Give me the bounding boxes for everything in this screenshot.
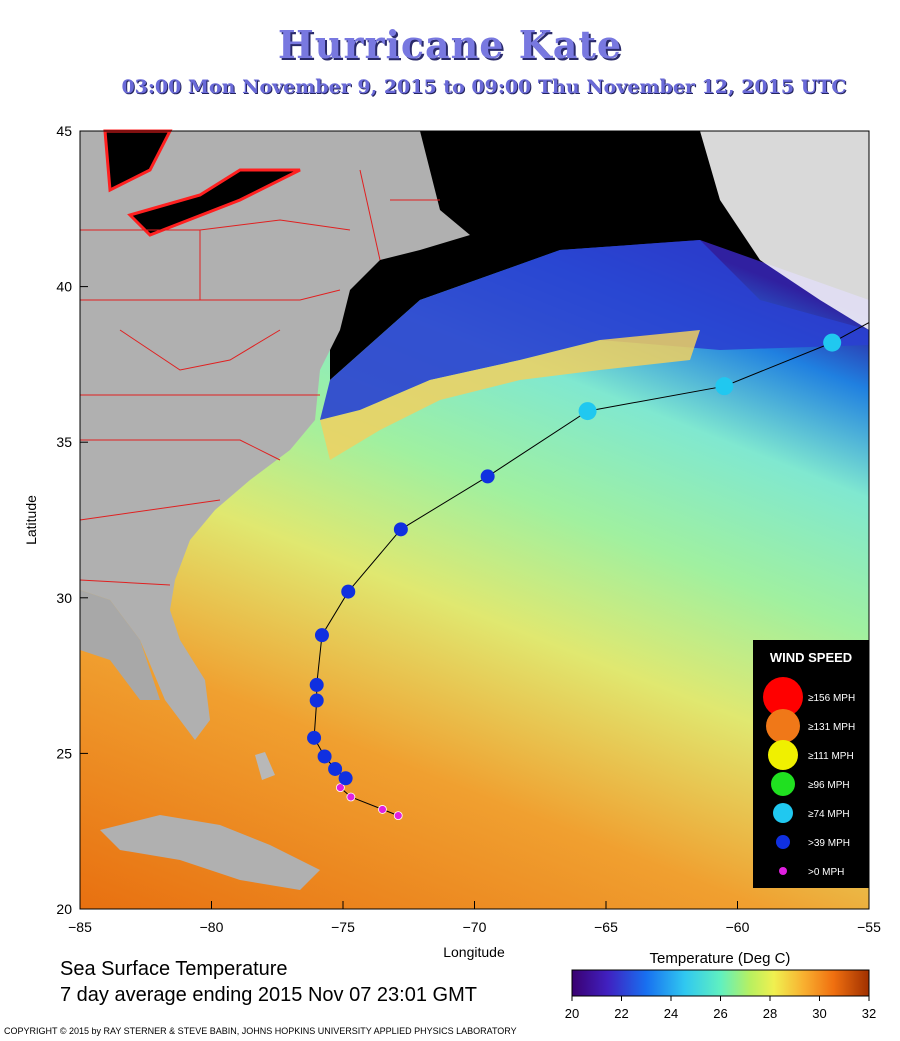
track-point	[328, 761, 343, 776]
legend-swatch	[763, 677, 803, 717]
colorbar-tick-label: 32	[862, 1006, 876, 1021]
colorbar-tick-label: 20	[565, 1006, 579, 1021]
warm-gulf-stream-band	[320, 330, 700, 460]
legend-label: ≥156 MPH	[808, 693, 855, 704]
legend-title: WIND SPEED	[770, 650, 852, 665]
y-tick-label: 40	[56, 279, 72, 295]
x-tick-label: −75	[331, 919, 355, 935]
y-tick-label: 30	[56, 590, 72, 606]
track-point	[480, 469, 495, 484]
track-point	[715, 377, 734, 396]
legend-label: >0 MPH	[808, 867, 844, 878]
track-point	[393, 522, 408, 537]
x-tick-label: −70	[463, 919, 487, 935]
state-borders	[79, 169, 440, 586]
legend-label: ≥96 MPH	[808, 780, 850, 791]
legend-label: ≥111 MPH	[808, 751, 854, 762]
north-america-landmass	[80, 131, 470, 740]
legend-label: >39 MPH	[808, 838, 850, 849]
track-point	[309, 693, 324, 708]
gulf-coast-landmass	[80, 590, 160, 700]
legend-swatch	[776, 835, 790, 849]
track-point	[335, 783, 345, 793]
track-point	[317, 749, 332, 764]
legend-swatch	[773, 803, 793, 823]
colorbar-tick-label: 22	[614, 1006, 628, 1021]
colorbar-ticks: 20 22 24 26 28 30 32	[565, 996, 876, 1021]
legend-swatch	[771, 772, 795, 796]
track-point	[307, 730, 322, 745]
x-tick-label: −60	[726, 919, 750, 935]
x-tick-label: −85	[68, 919, 92, 935]
colorbar-tick-label: 24	[664, 1006, 678, 1021]
legend-label: ≥74 MPH	[808, 809, 850, 820]
cloud-cover	[700, 131, 869, 330]
x-tick-label: −65	[594, 919, 618, 935]
x-tick-label: −55	[857, 919, 881, 935]
colorbar-tick-label: 28	[763, 1006, 777, 1021]
colorbar-tick-label: 26	[713, 1006, 727, 1021]
track-point	[314, 628, 329, 643]
cuba-island	[100, 815, 320, 890]
map-title: Hurricane Kate	[277, 22, 623, 67]
x-axis-label: Longitude	[443, 944, 505, 960]
track-point	[578, 402, 597, 421]
colorbar-tick-label: 30	[812, 1006, 826, 1021]
track-point	[823, 333, 842, 352]
y-axis-label: Latitude	[23, 495, 39, 545]
legend-swatch	[766, 709, 800, 743]
bahamas-island	[255, 752, 275, 780]
legend-swatch	[779, 867, 787, 875]
legend-items: ≥156 MPH ≥131 MPH ≥111 MPH ≥96 MPH ≥74 MPH >3…	[763, 677, 855, 878]
y-tick-label: 35	[56, 434, 72, 450]
legend-background	[753, 640, 869, 888]
colorbar-label: Temperature (Deg C)	[650, 950, 791, 967]
y-tick-label: 25	[56, 745, 72, 761]
y-tick-label: 20	[56, 901, 72, 917]
colorbar	[571, 969, 870, 997]
legend-swatch	[768, 740, 798, 770]
info-line-1: Sea Surface Temperature	[60, 958, 288, 980]
wind-speed-legend: WIND SPEED ≥156 MPH ≥131 MPH ≥111 MPH ≥96 M…	[753, 640, 869, 888]
map-subtitle: 03:00 Mon November 9, 2015 to 09:00 Thu …	[121, 76, 847, 98]
track-point	[378, 805, 387, 814]
track-point	[393, 811, 403, 821]
storm-track	[307, 322, 870, 821]
axis-ticks: −85 −80 −75 −70 −65 −60 −55 20 25 30 35 40 45	[56, 123, 881, 935]
y-tick-label: 45	[56, 123, 72, 139]
info-line-2: 7 day average ending 2015 Nov 07 23:01 G…	[60, 984, 477, 1006]
track-point	[338, 771, 353, 786]
gulf-stream-north-wall	[320, 240, 869, 420]
track-point	[341, 584, 356, 599]
track-point	[346, 792, 356, 802]
track-point	[309, 677, 324, 692]
copyright: COPYRIGHT © 2015 by RAY STERNER & STEVE …	[4, 1026, 517, 1036]
x-tick-label: −80	[200, 919, 224, 935]
legend-label: ≥131 MPH	[808, 722, 855, 733]
